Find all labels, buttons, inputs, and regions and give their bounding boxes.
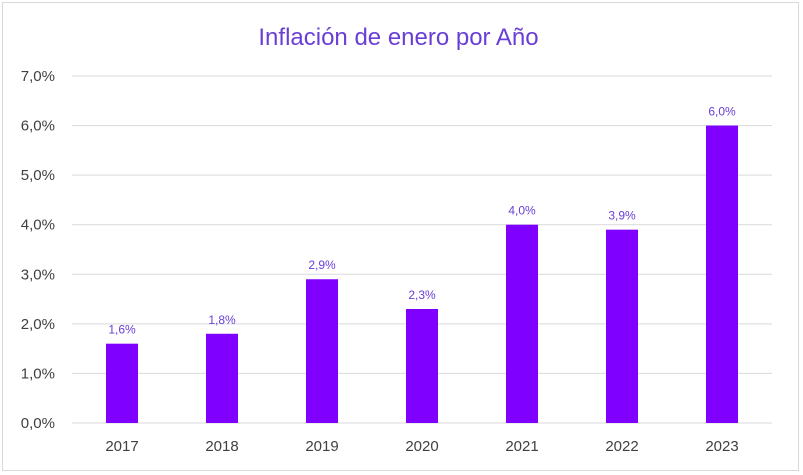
bar xyxy=(206,333,238,423)
data-label: 2,9% xyxy=(308,258,336,272)
x-tick-label: 2018 xyxy=(205,438,238,455)
y-axis-ticks: 0,0% 1,0% 2,0% 3,0% 4,0% 5,0% 6,0% 7,0% xyxy=(21,68,55,432)
bar xyxy=(406,308,438,423)
x-tick-label: 2021 xyxy=(505,438,538,455)
data-label: 6,0% xyxy=(708,105,736,119)
x-tick-label: 2017 xyxy=(105,438,138,455)
x-tick-label: 2023 xyxy=(705,438,738,455)
bar xyxy=(306,279,338,423)
y-tick-label: 6,0% xyxy=(21,118,55,135)
x-tick-label: 2022 xyxy=(605,438,638,455)
bar xyxy=(106,343,138,423)
y-tick-label: 3,0% xyxy=(21,266,55,283)
bar xyxy=(606,229,638,423)
x-tick-label: 2019 xyxy=(305,438,338,455)
bars xyxy=(106,125,738,424)
data-label: 3,9% xyxy=(608,209,636,223)
y-tick-label: 7,0% xyxy=(21,68,55,85)
data-labels: 1,6% 1,8% 2,9% 2,3% 4,0% 3,9% 6,0% xyxy=(108,105,736,337)
y-tick-label: 4,0% xyxy=(21,217,55,234)
y-tick-label: 5,0% xyxy=(21,167,55,184)
bar xyxy=(706,125,738,424)
data-label: 1,8% xyxy=(208,313,236,327)
data-label: 2,3% xyxy=(408,288,436,302)
y-tick-label: 0,0% xyxy=(21,415,55,432)
y-tick-label: 2,0% xyxy=(21,316,55,333)
x-tick-label: 2020 xyxy=(405,438,438,455)
x-axis-ticks: 2017 2018 2019 2020 2021 2022 2023 xyxy=(105,438,738,455)
data-label: 1,6% xyxy=(108,323,136,337)
bar xyxy=(506,224,538,423)
y-tick-label: 1,0% xyxy=(21,365,55,382)
data-label: 4,0% xyxy=(508,204,536,218)
chart-title: Inflación de enero por Año xyxy=(258,24,539,51)
